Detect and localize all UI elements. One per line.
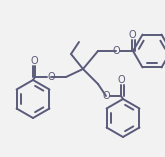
Text: O: O — [117, 75, 125, 85]
Text: O: O — [112, 46, 120, 56]
Text: O: O — [102, 91, 110, 101]
Text: O: O — [30, 56, 38, 66]
Text: O: O — [128, 30, 136, 40]
Text: O: O — [47, 72, 55, 82]
